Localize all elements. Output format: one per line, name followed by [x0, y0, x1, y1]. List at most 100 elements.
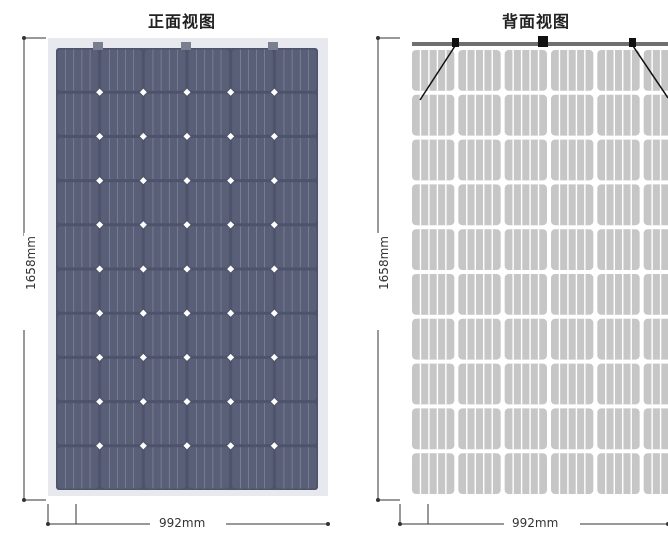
back-solar-cell: [458, 229, 501, 270]
back-solar-cell: [504, 139, 547, 181]
back-junction-box: [629, 38, 636, 47]
cell-corner-gap: [270, 177, 278, 185]
cell-corner-gap: [183, 398, 191, 406]
back-solar-cell: [551, 274, 594, 315]
cell-corner-gap: [270, 442, 278, 450]
back-solar-cell: [504, 184, 547, 226]
back-solar-cell: [643, 274, 668, 315]
cell-corner-gap: [183, 353, 191, 361]
back-solar-cell: [597, 318, 640, 360]
front-solar-cell: [144, 49, 186, 91]
back-solar-cell: [458, 50, 501, 91]
front-solar-cell: [57, 403, 99, 445]
front-solar-cell: [232, 182, 273, 224]
front-solar-cell: [57, 447, 99, 489]
front-solar-cell: [275, 403, 317, 445]
cell-corner-gap: [183, 442, 191, 450]
back-solar-cell: [412, 94, 455, 136]
front-solar-cell: [144, 226, 186, 268]
back-solar-cell: [504, 229, 547, 270]
cell-corner-gap: [183, 221, 191, 229]
front-solar-cell: [232, 137, 273, 180]
cell-corner-gap: [183, 177, 191, 185]
back-width-label: 992mm: [508, 516, 563, 530]
cell-corner-gap: [96, 88, 104, 96]
front-solar-cell: [57, 270, 99, 312]
back-cable: [419, 45, 456, 101]
back-solar-cell: [412, 184, 455, 226]
front-solar-cell: [101, 226, 142, 268]
back-cable: [632, 45, 668, 99]
cell-corner-gap: [96, 442, 104, 450]
front-solar-cell: [188, 49, 230, 91]
back-view-title: 背面视图: [502, 12, 571, 31]
cell-corner-gap: [96, 265, 104, 273]
cell-corner-gap: [96, 132, 104, 140]
back-solar-cell: [643, 453, 668, 494]
cell-corner-gap: [96, 309, 104, 317]
back-solar-cell: [597, 184, 640, 226]
back-solar-cell: [597, 139, 640, 181]
front-solar-cell: [188, 226, 230, 268]
cell-corner-gap: [270, 353, 278, 361]
cell-corner-gap: [139, 265, 147, 273]
back-solar-cell: [551, 408, 594, 450]
back-junction-box: [452, 38, 459, 47]
cell-corner-gap: [96, 177, 104, 185]
front-solar-cell: [101, 270, 142, 312]
front-solar-cell: [275, 447, 317, 489]
front-solar-cell: [57, 314, 99, 356]
cell-corner-gap: [227, 398, 235, 406]
cell-corner-gap: [183, 309, 191, 317]
front-height-label: 1658mm: [23, 233, 38, 293]
front-solar-cell: [101, 137, 142, 180]
cell-corner-gap: [270, 398, 278, 406]
front-solar-cell: [57, 137, 99, 180]
front-solar-cell: [101, 447, 142, 489]
back-solar-cell: [504, 408, 547, 450]
back-solar-cell: [551, 184, 594, 226]
back-solar-cell: [643, 184, 668, 226]
back-solar-cell: [412, 274, 455, 315]
front-solar-cell: [275, 137, 317, 180]
back-solar-cell: [458, 184, 501, 226]
front-solar-cell: [188, 358, 230, 401]
back-solar-cell: [458, 139, 501, 181]
back-solar-cell: [504, 453, 547, 494]
cell-corner-gap: [183, 132, 191, 140]
front-solar-cell: [232, 403, 273, 445]
front-solar-cell: [275, 93, 317, 135]
front-view-title: 正面视图: [148, 12, 217, 31]
cell-corner-gap: [227, 132, 235, 140]
back-solar-cell: [551, 318, 594, 360]
front-solar-cell: [188, 137, 230, 180]
front-solar-cell: [232, 270, 273, 312]
cell-corner-gap: [227, 177, 235, 185]
front-solar-cell: [101, 93, 142, 135]
cell-corner-gap: [227, 442, 235, 450]
front-solar-cell: [101, 49, 142, 91]
front-solar-cell: [57, 358, 99, 401]
front-solar-cell: [144, 403, 186, 445]
back-solar-cell: [597, 50, 640, 91]
cell-corner-gap: [139, 132, 147, 140]
back-height-label: 1658mm: [376, 233, 391, 293]
cell-corner-gap: [183, 88, 191, 96]
back-solar-cell: [597, 363, 640, 405]
back-solar-cell: [597, 408, 640, 450]
back-solar-cell: [412, 50, 455, 91]
back-solar-cell: [412, 453, 455, 494]
front-solar-cell: [144, 93, 186, 135]
front-solar-cell: [57, 182, 99, 224]
cell-corner-gap: [270, 265, 278, 273]
back-solar-cell: [412, 229, 455, 270]
cell-corner-gap: [227, 265, 235, 273]
back-solar-cell: [504, 318, 547, 360]
back-solar-cell: [412, 363, 455, 405]
cell-corner-gap: [139, 442, 147, 450]
front-solar-cell: [232, 447, 273, 489]
front-junction-tab: [268, 42, 278, 50]
cell-corner-gap: [227, 353, 235, 361]
back-junction-box: [538, 36, 548, 47]
